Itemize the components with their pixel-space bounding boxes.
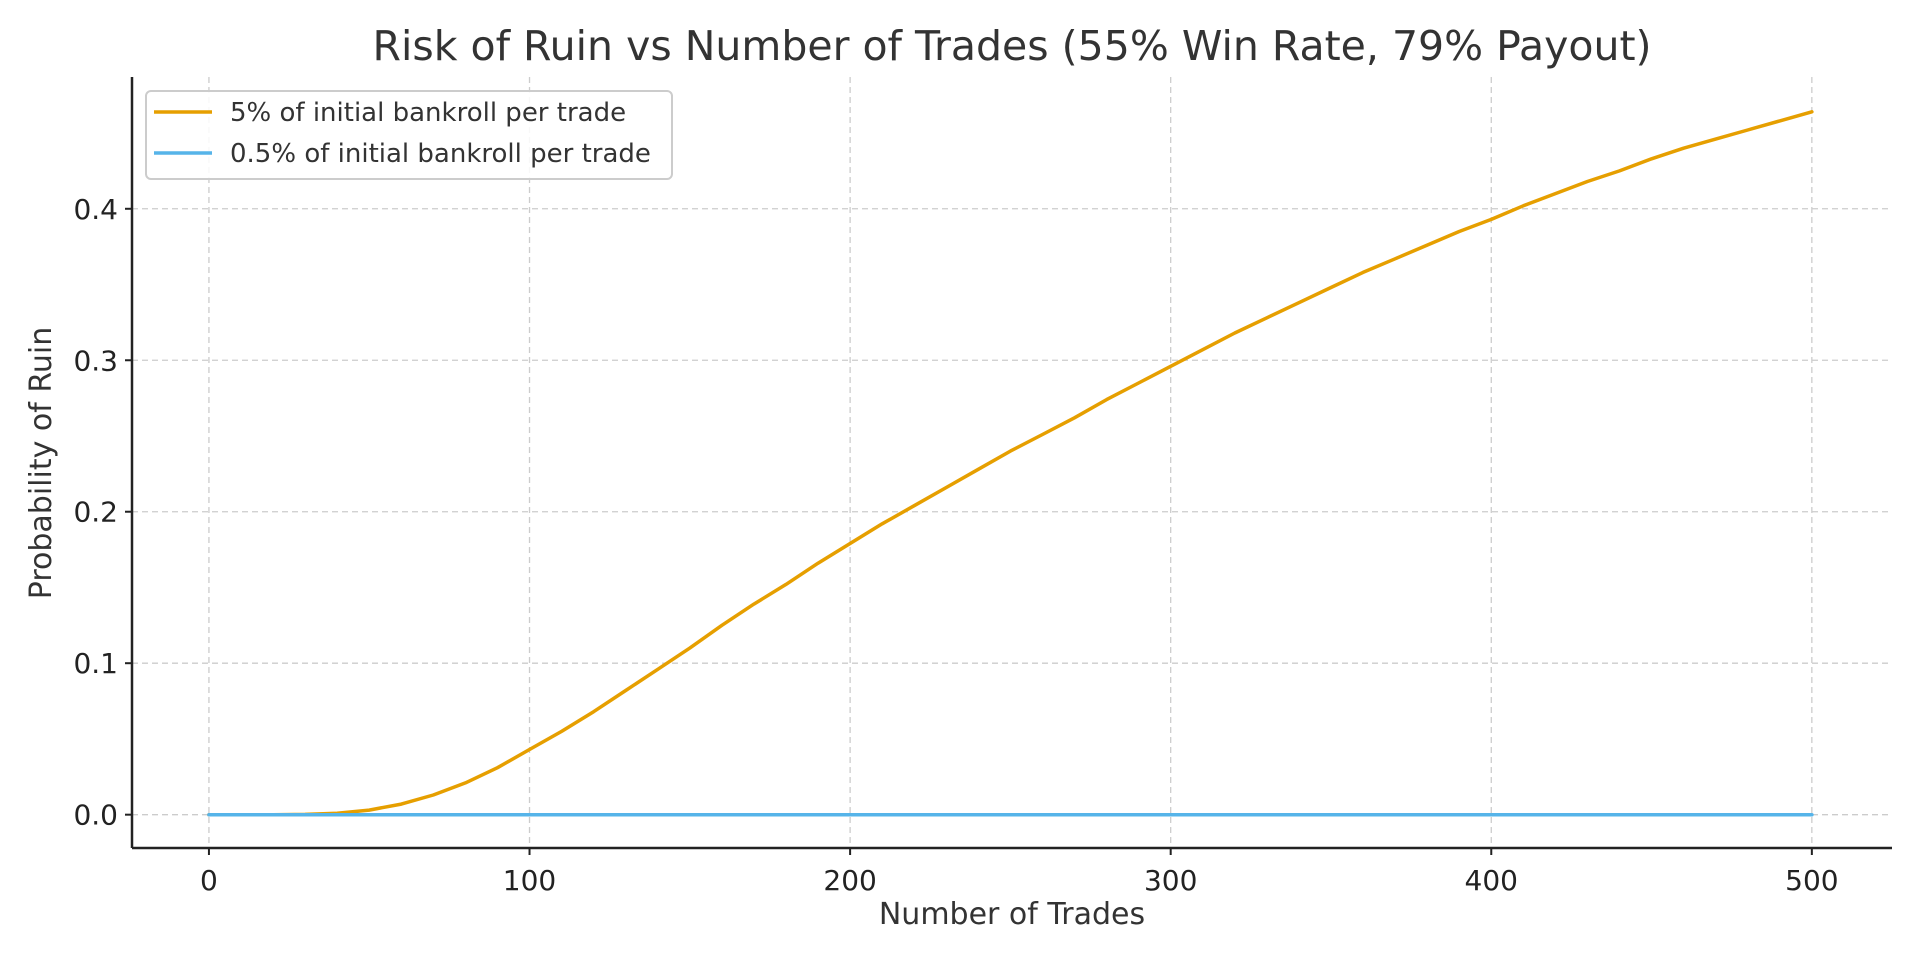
- series-lines: [207, 110, 1814, 817]
- y-tick-label: 0.4: [73, 193, 118, 226]
- x-tick-label: 0: [200, 864, 218, 897]
- x-tick-label: 300: [1144, 864, 1197, 897]
- y-tick-label: 0.3: [73, 344, 118, 377]
- y-tick-label: 0.2: [73, 496, 118, 529]
- x-tick-label: 400: [1465, 864, 1518, 897]
- legend: 5% of initial bankroll per trade 0.5% of…: [145, 90, 673, 180]
- legend-label-5pct: 5% of initial bankroll per trade: [230, 98, 626, 128]
- series-line-0: [207, 110, 1814, 817]
- legend-frame: [145, 90, 673, 180]
- chart-title: Risk of Ruin vs Number of Trades (55% Wi…: [372, 22, 1651, 70]
- x-tick-label: 100: [503, 864, 556, 897]
- grid-lines: [132, 77, 1892, 848]
- y-tick-label: 0.1: [73, 647, 118, 680]
- legend-label-0-5pct: 0.5% of initial bankroll per trade: [230, 139, 651, 169]
- x-axis-label: Number of Trades: [879, 897, 1145, 932]
- y-axis-label: Probability of Ruin: [24, 327, 59, 599]
- tick-marks-and-labels: 0 100 200 300 400 500 0.0 0.1 0.2 0.3 0.4: [73, 193, 1838, 897]
- axes: [130, 77, 1892, 850]
- x-tick-label: 500: [1785, 864, 1838, 897]
- x-tick-label: 200: [823, 864, 876, 897]
- y-tick-label: 0.0: [73, 799, 118, 832]
